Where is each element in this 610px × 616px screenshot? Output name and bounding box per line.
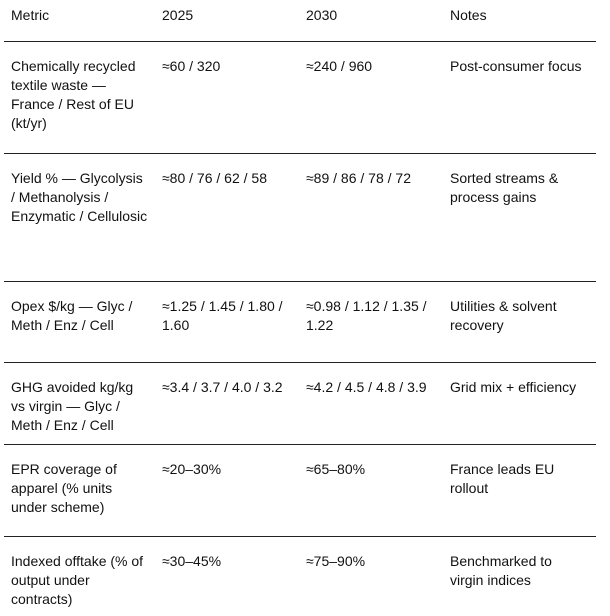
table-cell: Post-consumer focus <box>443 41 596 154</box>
table-cell: Benchmarked to virgin indices <box>450 552 552 588</box>
table-cell: France leads EU rollout <box>443 444 596 537</box>
table-cell: ≈60 / 320 <box>155 41 299 154</box>
table-cell: ≈89 / 86 / 78 / 72 <box>299 153 443 282</box>
table-cell: Utilities & solvent recovery <box>443 281 596 363</box>
table-row: Yield % — Glycolysis / Methanolysis / En… <box>4 153 596 282</box>
table-cell: Opex $/kg — Glyc / Meth / Enz / Cell <box>4 281 155 363</box>
table-cell: Grid mix + efficiency <box>443 362 596 445</box>
table-cell: Sorted streams & process gains <box>443 153 596 282</box>
table-cell: ≈65–80% <box>299 444 443 537</box>
table-cell: ≈1.25 / 1.45 / 1.80 / 1.60 <box>155 281 299 363</box>
table-cell: GHG avoided kg/kg vs virgin — Glyc / Met… <box>4 362 155 445</box>
header-row: Metric 2025 2030 Notes <box>4 0 596 42</box>
table-cell: ≈240 / 960 <box>299 41 443 154</box>
table-cell: Chemically recycled textile waste — Fran… <box>4 41 155 154</box>
table-cell: ≈80 / 76 / 62 / 58 <box>155 153 299 282</box>
table-row: GHG avoided kg/kg vs virgin — Glyc / Met… <box>4 362 596 445</box>
table-cell: Indexed offtake (% of output under contr… <box>11 552 144 607</box>
header-cell: Metric <box>4 0 155 42</box>
data-table: Metric 2025 2030 Notes Chemically recycled … <box>4 0 596 616</box>
table-body: Chemically recycled textile waste — Fran… <box>4 41 596 616</box>
table-row: Indexed offtake (% of output under contr… <box>4 536 596 616</box>
table-cell: ≈0.98 / 1.12 / 1.35 / 1.22 <box>299 281 443 363</box>
table-row: Chemically recycled textile waste — Fran… <box>4 41 596 154</box>
table-cell: ≈75–90% <box>306 552 366 569</box>
table-row: EPR coverage of apparel (% units under s… <box>4 444 596 537</box>
table-cell: ≈20–30% <box>155 444 299 537</box>
table-cell: ≈4.2 / 4.5 / 4.8 / 3.9 <box>299 362 443 445</box>
header-cell: 2030 <box>299 0 443 42</box>
header-cell: 2025 <box>155 0 299 42</box>
table-cell: ≈3.4 / 3.7 / 4.0 / 3.2 <box>155 362 299 445</box>
header-cell: Notes <box>443 0 596 42</box>
table-cell: ≈30–45% <box>162 552 222 569</box>
table-cell: EPR coverage of apparel (% units under s… <box>4 444 155 537</box>
table-row: Opex $/kg — Glyc / Meth / Enz / Cell ≈1.2… <box>4 281 596 363</box>
table-cell: Yield % — Glycolysis / Methanolysis / En… <box>4 153 155 282</box>
